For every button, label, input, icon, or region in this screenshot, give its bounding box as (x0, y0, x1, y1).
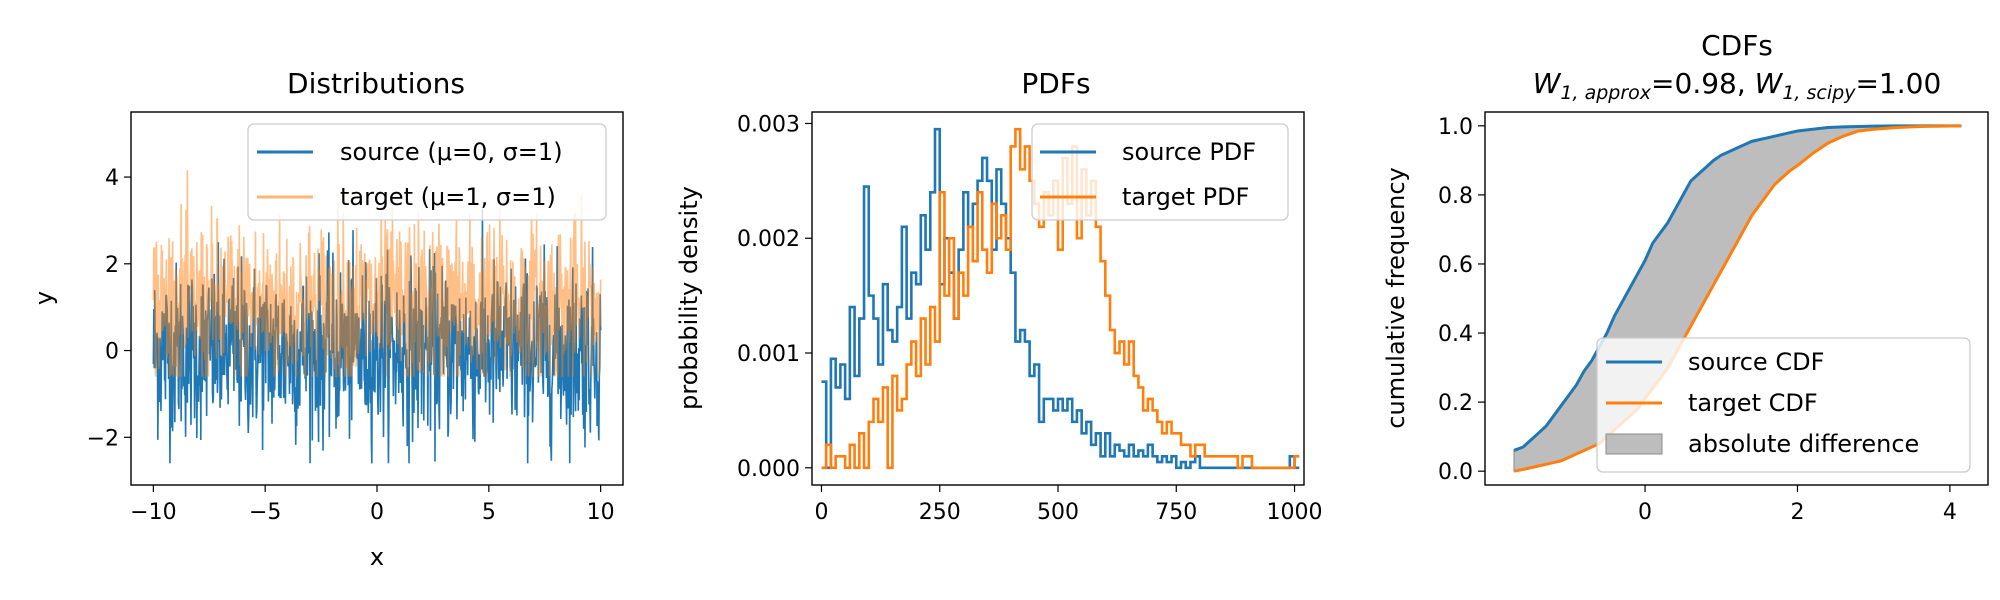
legend: source (μ=0, σ=1) target (μ=1, σ=1) (247, 123, 607, 221)
plot-area-distributions (152, 170, 602, 464)
y-tick-label: 4 (105, 166, 119, 191)
legend-label-source: source (μ=0, σ=1) (340, 138, 563, 166)
series-line-target (152, 170, 602, 379)
subtitle-part-5: =1.00 (1855, 67, 1941, 100)
legend-box (1596, 337, 1971, 473)
y-tick-label: 0.001 (737, 342, 800, 367)
x-tick-label: −5 (249, 500, 281, 525)
series-line-source-pdf (821, 127, 1300, 470)
subtitle-part-2: =0.98, (1651, 67, 1755, 100)
y-axis-label: y (30, 291, 58, 305)
y-tick-label: 0.000 (737, 457, 800, 482)
y-tick-label: 0.4 (1438, 322, 1473, 347)
subtitle-part-4: 1, scipy (1782, 82, 1856, 104)
y-tick-label: 2 (105, 253, 119, 278)
subtitle-part-3: W (1755, 67, 1784, 100)
x-tick-label: 10 (587, 500, 615, 525)
x-axis-label: x (370, 543, 384, 571)
legend: source PDF target PDF (1031, 123, 1289, 221)
panel-distributions: Distributions −10 −5 0 5 10 −2 0 2 4 x y source … (30, 67, 624, 571)
panel-title-pdfs: PDFs (1021, 67, 1090, 100)
panel-pdfs: PDFs 0 250 500 750 10000.0000.0010.0020.003 … (675, 67, 1323, 525)
y-tick-label: 1.0 (1438, 115, 1473, 140)
y-tick-label: −2 (87, 426, 119, 451)
x-tick-label: 0 (814, 500, 828, 525)
legend-label-source-pdf: source PDF (1122, 138, 1256, 166)
x-tick-label: 2 (1790, 500, 1804, 525)
legend-label-target: target (μ=1, σ=1) (340, 183, 556, 211)
legend-label-target-pdf: target PDF (1122, 183, 1249, 211)
x-tick-label: 0 (1638, 500, 1652, 525)
tick-group: 0 2 4 0.0 0.2 0.4 0.6 0.8 1.0 (1438, 115, 1957, 525)
y-tick-label: 0.0 (1438, 460, 1473, 485)
axes-frame (1484, 111, 1989, 486)
legend-swatch-abs-diff (1605, 433, 1663, 455)
y-tick-label: 0 (105, 340, 119, 365)
x-tick-label: 0 (370, 500, 384, 525)
series-line-target-pdf (821, 127, 1300, 470)
legend-label-target-cdf: target CDF (1688, 389, 1818, 417)
y-tick-label: 0.002 (737, 227, 800, 252)
legend: source CDF target CDF absolute differenc… (1596, 337, 1971, 473)
series-line-target-cdf (1513, 124, 1962, 473)
tick-group: −10 −5 0 5 10 −2 0 2 4 (87, 166, 615, 525)
y-axis-label: probability density (675, 186, 703, 410)
x-tick-label: 750 (1155, 500, 1197, 525)
y-axis-label: cumulative frequency (1382, 167, 1410, 428)
legend-label-source-cdf: source CDF (1688, 348, 1824, 376)
panel-title-distributions: Distributions (287, 67, 465, 100)
panel-subtitle-wasserstein: W1, approx=0.98, W1, scipy=1.00 (1533, 67, 1942, 104)
x-tick-label: 1000 (1267, 500, 1323, 525)
legend-box (247, 123, 607, 221)
series-line-source-cdf (1513, 124, 1962, 452)
subtitle-part-0: W (1533, 67, 1562, 100)
x-tick-label: 5 (482, 500, 496, 525)
x-tick-label: 250 (919, 500, 961, 525)
plot-area-pdfs (821, 127, 1300, 470)
y-tick-label: 0.2 (1438, 391, 1473, 416)
y-tick-label: 0.6 (1438, 253, 1473, 278)
x-tick-label: 500 (1037, 500, 1079, 525)
x-tick-label: −10 (130, 500, 176, 525)
subtitle-part-1: 1, approx (1560, 82, 1651, 104)
panel-title-cdfs: CDFs (1701, 29, 1773, 62)
y-tick-label: 0.8 (1438, 184, 1473, 209)
x-tick-label: 4 (1943, 500, 1957, 525)
legend-label-abs-diff: absolute difference (1688, 430, 1919, 458)
y-tick-label: 0.003 (737, 112, 800, 137)
tick-group: 0 250 500 750 1000 0.000 0.001 0.002 0.003 (737, 112, 1323, 525)
